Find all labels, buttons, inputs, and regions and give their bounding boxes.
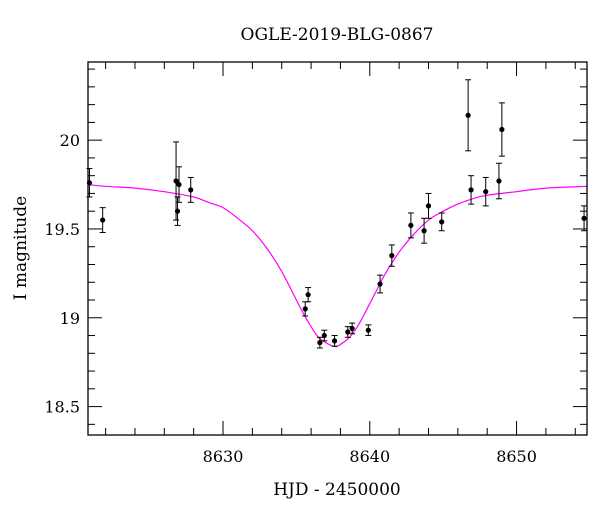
point-marker: [468, 187, 474, 193]
data-point: [305, 287, 312, 303]
point-marker: [365, 327, 371, 333]
data-point: [388, 244, 395, 267]
point-marker: [173, 178, 179, 184]
chart-title: OGLE-2019-BLG-0867: [241, 25, 434, 45]
point-marker: [425, 203, 432, 209]
data-point: [465, 79, 472, 152]
data-point: [99, 207, 106, 234]
x-tick-label: 8650: [496, 447, 537, 466]
point-marker: [188, 187, 194, 193]
model-curve: [87, 183, 588, 348]
point-marker: [331, 338, 338, 344]
data-point: [187, 176, 194, 203]
y-tick-label: 19: [60, 309, 80, 328]
data-point: [438, 212, 445, 232]
data-point: [365, 324, 372, 337]
point-marker: [176, 181, 182, 188]
point-marker: [483, 189, 489, 195]
data-point: [482, 176, 489, 207]
point-marker: [389, 253, 395, 259]
x-axis-label: HJD - 2450000: [273, 480, 401, 500]
x-tick-label: 8640: [349, 447, 390, 466]
data-point: [174, 196, 181, 226]
point-marker: [317, 340, 323, 346]
data-point: [581, 205, 588, 232]
y-tick-label: 19.5: [44, 220, 80, 239]
data-point: [344, 326, 351, 338]
data-point: [425, 192, 432, 219]
point-marker: [377, 281, 383, 287]
data-point: [377, 274, 384, 294]
point-marker: [465, 112, 471, 118]
model-curve-layer: [87, 183, 588, 348]
data-point: [173, 141, 180, 221]
axis-ticks: 8630 8640 8650 18.5 19 19.5 20: [44, 62, 587, 466]
point-marker: [581, 215, 587, 221]
data-point: [498, 102, 505, 157]
point-marker: [408, 222, 414, 229]
data-point: [316, 336, 323, 349]
data-point: [495, 162, 502, 200]
data-point: [468, 175, 475, 205]
data-point: [321, 329, 328, 342]
point-marker: [321, 332, 327, 339]
plot-frame: [87, 61, 588, 436]
point-marker: [499, 126, 505, 133]
point-marker: [496, 178, 502, 184]
y-tick-label: 18.5: [44, 398, 80, 417]
data-point: [331, 335, 338, 347]
data-point: [175, 166, 182, 203]
point-marker: [174, 208, 181, 214]
y-axis-label: I magnitude: [11, 196, 31, 300]
data-points-layer: [86, 79, 588, 349]
point-marker: [305, 292, 311, 298]
point-marker: [439, 219, 445, 225]
data-point: [349, 322, 356, 335]
point-marker: [349, 325, 355, 332]
point-marker: [421, 228, 427, 234]
point-marker: [100, 217, 106, 223]
x-tick-label: 8630: [203, 447, 244, 466]
data-point: [407, 212, 414, 239]
y-tick-label: 20: [60, 131, 80, 150]
point-marker: [302, 306, 308, 312]
point-marker: [345, 329, 351, 335]
